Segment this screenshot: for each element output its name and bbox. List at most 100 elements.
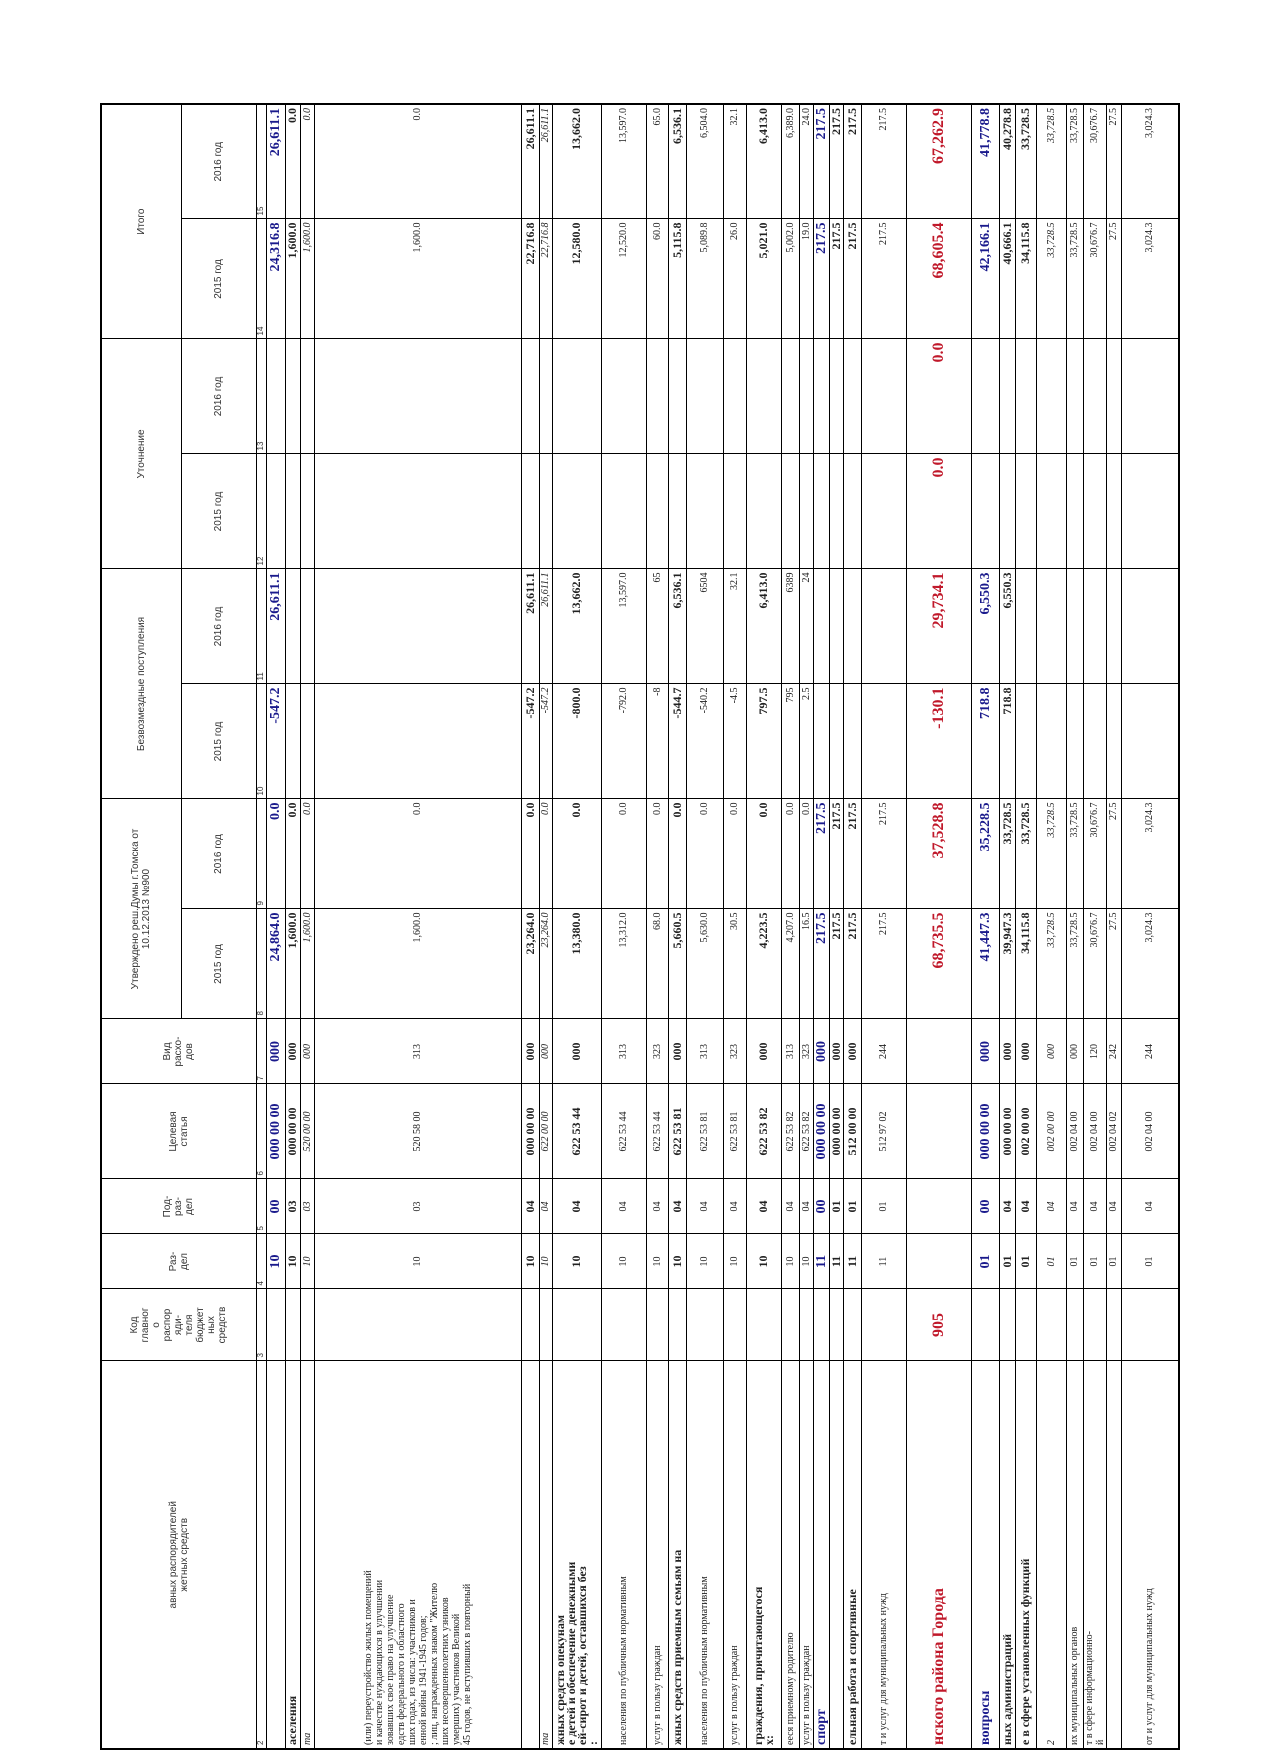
code-cell: 323 <box>723 1019 746 1084</box>
code-cell: 10 <box>723 1234 746 1289</box>
code-cell: 000 <box>300 1019 314 1084</box>
amount-cell <box>813 684 829 799</box>
code-cell: 04 <box>1015 1179 1036 1234</box>
code-cell <box>266 1289 285 1361</box>
code-cell <box>601 1289 646 1361</box>
data-row: 01 04 002 04 02 242 27.5 27.5 27.5 27.5 <box>1106 103 1121 1749</box>
amount-cell: 13,662.0 <box>552 103 601 219</box>
code-cell: 000 <box>971 1019 999 1084</box>
year-header: 2016 год <box>181 799 256 909</box>
amount-cell <box>1083 453 1106 569</box>
data-row: ma 10 03 520 00 00 000 1,600.0 0.0 1,600.0 0.0 <box>300 103 314 1749</box>
amount-cell: 797.5 <box>746 684 781 799</box>
amount-cell: 0.0 <box>300 103 314 219</box>
code-cell: 04 <box>723 1179 746 1234</box>
code-cell: 000 00 00 <box>999 1084 1015 1179</box>
code-cell <box>999 1289 1015 1361</box>
code-cell: 01 <box>1066 1234 1083 1289</box>
row-name: нского района Города <box>906 1361 971 1749</box>
amount-cell <box>1036 338 1066 454</box>
amount-cell: 217.5 <box>843 103 861 219</box>
row-name <box>1106 1361 1121 1749</box>
amount-cell: 68,735.5 <box>906 909 971 1019</box>
amount-cell: 1,600.0 <box>300 218 314 339</box>
amount-cell: 1,600.0 <box>314 218 521 339</box>
column-number: 6 <box>256 1084 266 1179</box>
code-cell <box>285 1289 300 1361</box>
amount-cell <box>781 338 799 454</box>
amount-cell <box>1015 338 1036 454</box>
code-cell: 01 <box>1106 1234 1121 1289</box>
amount-cell: 6,389.0 <box>781 103 799 219</box>
amount-cell: 22,716.8 <box>521 218 539 339</box>
code-cell <box>300 1289 314 1361</box>
code-cell: 002 00 00 <box>1036 1084 1066 1179</box>
amount-cell: 24 <box>799 568 813 684</box>
amount-cell: 6,413.0 <box>746 103 781 219</box>
code-cell <box>781 1289 799 1361</box>
code-cell: 000 00 00 <box>521 1084 539 1179</box>
data-row: ma 10 04 622 00 00 000 23,264.0 0.0 -547.2 26,61… <box>539 103 552 1749</box>
amount-cell: -8 <box>646 684 668 799</box>
amount-cell: 217.5 <box>813 103 829 219</box>
amount-cell: 0.0 <box>781 799 799 909</box>
code-cell: 10 <box>285 1234 300 1289</box>
amount-cell: 5,660.5 <box>668 909 686 1019</box>
amount-cell: 26,611.1 <box>521 103 539 219</box>
row-name: ных администраций <box>999 1361 1015 1749</box>
year-header: 2016 год <box>181 568 256 684</box>
code-cell: 04 <box>539 1179 552 1234</box>
data-row: услуг в пользу граждан 10 04 622 53 44 323 68… <box>646 103 668 1749</box>
amount-cell: 217.5 <box>843 799 861 909</box>
amount-cell: 33,728.5 <box>1015 103 1036 219</box>
amount-cell <box>552 338 601 454</box>
code-cell: 11 <box>843 1234 861 1289</box>
amount-cell: 217.5 <box>843 218 861 339</box>
amount-cell: 29,734.1 <box>906 568 971 684</box>
column-number: 13 <box>256 338 266 454</box>
year-header: 2016 год <box>181 103 256 219</box>
table-body: авных распорядителей жетных средств Код г… <box>101 103 1179 1749</box>
amount-cell: 40,278.8 <box>999 103 1015 219</box>
code-cell: 01 <box>1083 1234 1106 1289</box>
year-header: 2016 год <box>181 338 256 454</box>
amount-cell: -4.5 <box>723 684 746 799</box>
amount-cell: 30,676.7 <box>1083 909 1106 1019</box>
amount-cell <box>1121 453 1179 569</box>
code-cell <box>723 1289 746 1361</box>
amount-cell: 41,447.3 <box>971 909 999 1019</box>
amount-cell: -540.2 <box>686 684 723 799</box>
row-name: от и услуг для муниципальных нужд <box>1121 1361 1179 1749</box>
amount-cell: 0.0 <box>668 799 686 909</box>
code-cell: 11 <box>861 1234 906 1289</box>
amount-cell <box>668 338 686 454</box>
amount-cell <box>1106 684 1121 799</box>
header-cell: Под- раз- дел <box>101 1179 256 1234</box>
amount-cell <box>300 453 314 569</box>
amount-cell: -792.0 <box>601 684 646 799</box>
amount-cell: 217.5 <box>861 799 906 909</box>
amount-cell <box>300 338 314 454</box>
amount-cell <box>285 684 300 799</box>
code-cell: 000 <box>746 1019 781 1084</box>
header-cell: Раз- дел <box>101 1234 256 1289</box>
code-cell <box>521 1289 539 1361</box>
row-name: жных средств приемным семьям на <box>668 1361 686 1749</box>
amount-cell: -547.2 <box>266 684 285 799</box>
data-row: 11 01 000 00 00 000 217.5 217.5 217.5 217.5 <box>829 103 843 1749</box>
code-cell: 04 <box>799 1179 813 1234</box>
amount-cell: 23,264.0 <box>539 909 552 1019</box>
amount-cell: 26.0 <box>723 218 746 339</box>
code-cell: 04 <box>781 1179 799 1234</box>
column-number: 7 <box>256 1019 266 1084</box>
code-cell: 622 00 00 <box>539 1084 552 1179</box>
code-cell <box>686 1289 723 1361</box>
amount-cell: 30.5 <box>723 909 746 1019</box>
amount-cell <box>1066 684 1083 799</box>
amount-cell <box>829 568 843 684</box>
column-number: 9 <box>256 799 266 909</box>
amount-cell: 33,728.5 <box>1036 909 1066 1019</box>
amount-cell: 13,380.0 <box>552 909 601 1019</box>
row-name: их муниципальных органов <box>1066 1361 1083 1749</box>
code-cell <box>971 1289 999 1361</box>
